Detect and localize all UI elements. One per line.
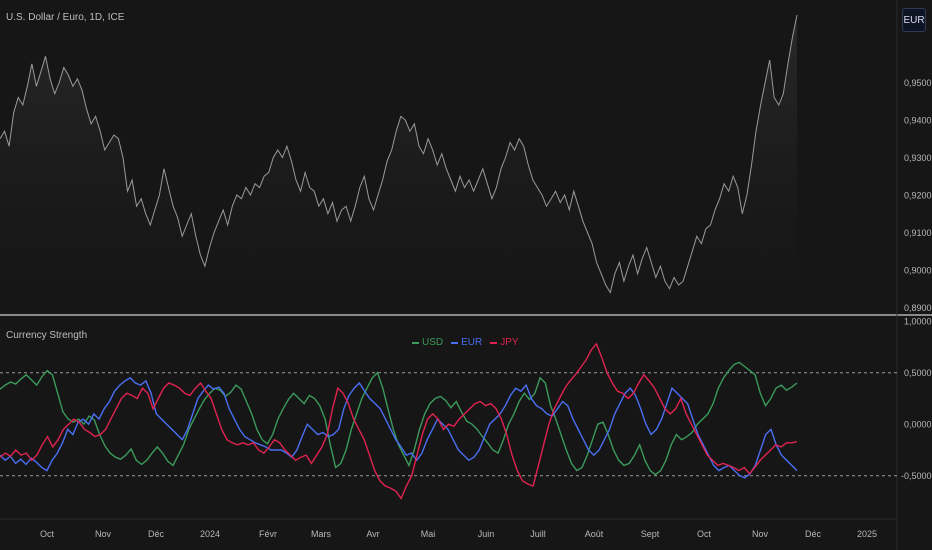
price-tick-label-6: 0,9500 [904,78,932,88]
legend-swatch-eur [451,341,459,344]
time-tick-label-5: Mars [311,529,331,539]
usd-strength-line [0,361,798,476]
price-tick-label-3: 0,9200 [904,191,932,201]
time-tick-label-13: Nov [752,529,769,539]
legend-item-jpy[interactable]: JPY [490,337,519,348]
price-area [0,15,797,315]
indicator-axis[interactable]: -0,5000 0,0000 0,5000 1,0000 [901,317,932,482]
time-tick-label-3: 2024 [200,529,220,539]
currency-button[interactable]: EUR [902,8,926,32]
legend-item-usd[interactable]: USD [412,337,443,348]
legend-item-eur[interactable]: EUR [451,337,482,348]
indicator-title: Currency Strength [6,330,88,341]
time-tick-label-9: Juill [530,529,546,539]
time-tick-label-15: 2025 [857,529,877,539]
time-tick-label-14: Déc [805,529,822,539]
legend-swatch-jpy [490,341,498,344]
indicator-legend: USD EUR JPY [412,337,519,348]
jpy-strength-line [0,342,798,500]
indicator-pane[interactable] [0,342,897,500]
time-tick-label-2: Déc [148,529,165,539]
time-tick-label-10: Août [585,529,604,539]
price-pane[interactable] [0,14,798,315]
price-tick-label-2: 0,9100 [904,228,932,238]
legend-label-eur: EUR [461,337,483,348]
time-tick-label-4: Févr [259,529,277,539]
time-axis[interactable]: Oct Nov Déc 2024 Févr Mars Avr Mai Juin Juill Août… [40,529,877,539]
legend-swatch-usd [412,341,419,344]
time-tick-label-0: Oct [40,529,55,539]
eur-strength-line [0,376,798,479]
time-tick-label-1: Nov [95,529,112,539]
time-tick-label-6: Avr [366,529,379,539]
price-tick-label-5: 0,9400 [904,116,932,126]
indicator-tick-label-1: 0,0000 [904,420,932,430]
price-axis[interactable]: 0,8900 0,9000 0,9100 0,9200 0,9300 0,9400 0,95… [904,78,932,313]
price-line [0,14,798,294]
legend-label-jpy: JPY [500,337,519,348]
time-tick-label-8: Juin [478,529,495,539]
time-tick-label-11: Sept [641,529,660,539]
indicator-tick-label-0: -0,5000 [901,471,932,481]
price-tick-label-1: 0,9000 [904,266,932,276]
indicator-tick-label-2: 0,5000 [904,368,932,378]
price-tick-label-0: 0,8900 [904,303,932,313]
legend-label-usd: USD [422,337,444,348]
price-tick-label-4: 0,9300 [904,153,932,163]
time-tick-label-7: Mai [421,529,436,539]
indicator-tick-label-3: 1,0000 [904,317,932,327]
time-tick-label-12: Oct [697,529,712,539]
symbol-title: U.S. Dollar / Euro, 1D, ICE [6,12,125,23]
